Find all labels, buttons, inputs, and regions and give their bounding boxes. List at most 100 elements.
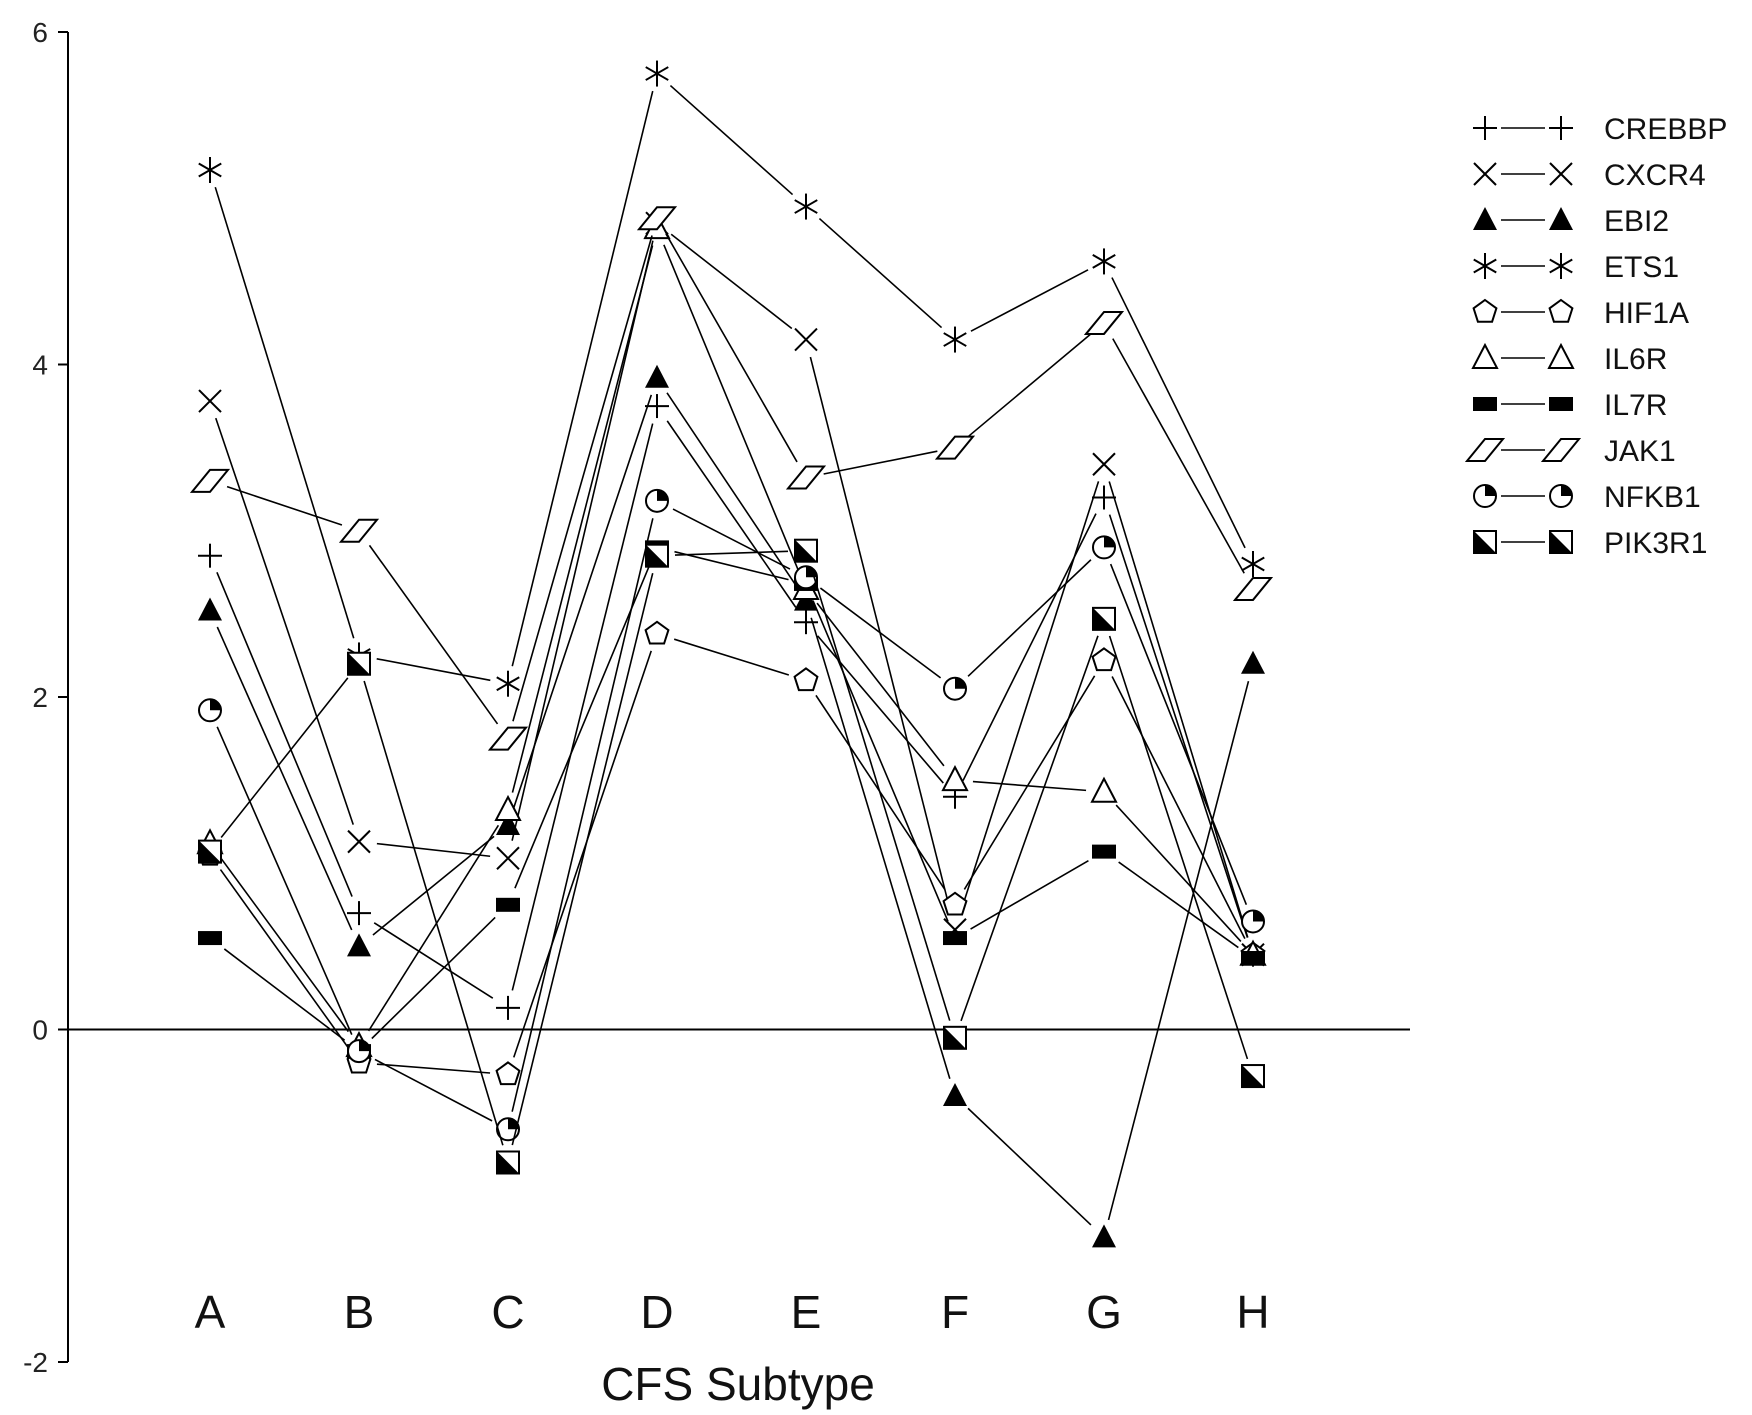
data-point — [1091, 647, 1117, 672]
series-line-segment — [1109, 563, 1248, 906]
data-point — [496, 1150, 520, 1175]
series-line-segment — [373, 922, 494, 999]
series-line-segment — [512, 235, 653, 722]
data-point — [198, 839, 222, 864]
series-line-segment — [812, 600, 949, 922]
x-category-label: F — [941, 1286, 969, 1338]
data-point — [1092, 248, 1116, 275]
data-point — [198, 931, 222, 946]
data-point — [785, 465, 827, 490]
data-point — [189, 468, 231, 493]
data-point — [943, 931, 967, 946]
series-line-segment — [819, 587, 942, 679]
data-point — [494, 794, 522, 822]
series-line-segment — [216, 626, 353, 931]
series-line-segment — [669, 84, 794, 196]
legend-marker — [1473, 484, 1497, 508]
series-line-segment — [215, 417, 354, 825]
series-line-segment — [1111, 676, 1246, 939]
data-point — [198, 597, 222, 621]
series-pik3r1 — [198, 538, 1265, 1175]
legend-marker — [1473, 207, 1497, 230]
data-point — [1092, 485, 1116, 510]
series-line-segment — [1108, 514, 1249, 938]
series-line-segment — [674, 550, 789, 581]
series-line-segment — [1108, 635, 1249, 1060]
legend-item: JAK1 — [1464, 435, 1676, 468]
data-point — [1241, 1064, 1265, 1089]
legend-marker — [1464, 438, 1506, 462]
x-category-label: A — [195, 1286, 226, 1338]
series-line-segment — [970, 269, 1089, 332]
legend-marker — [1549, 207, 1573, 230]
series-line-segment — [367, 824, 500, 1032]
legend-item: EBI2 — [1473, 205, 1669, 238]
x-category-label: G — [1086, 1286, 1122, 1338]
series-line-segment — [666, 392, 797, 587]
legend-label: NFKB1 — [1604, 481, 1701, 514]
series-jak1 — [189, 206, 1274, 751]
legend-marker — [1549, 116, 1573, 140]
legend-label: CXCR4 — [1604, 159, 1706, 192]
series-line-segment — [666, 420, 797, 608]
y-ticks: -2 0 2 4 6 — [23, 17, 68, 1378]
series-line-segment — [1112, 338, 1245, 574]
legend-item: ETS1 — [1473, 251, 1679, 284]
series-line-segment — [663, 244, 800, 573]
legend-item: NFKB1 — [1473, 481, 1701, 514]
legend-marker — [1540, 438, 1582, 462]
data-point — [1090, 776, 1118, 803]
series-line-segment — [511, 572, 654, 1146]
series-line-segment — [376, 1063, 491, 1074]
legend-marker — [1547, 342, 1575, 369]
data-point — [636, 206, 678, 231]
series-line-segment — [816, 602, 945, 767]
series-line-segment — [511, 90, 654, 667]
legend-label: JAK1 — [1604, 435, 1676, 468]
data-point — [1092, 535, 1116, 560]
data-point — [645, 543, 669, 568]
data-point — [943, 1083, 967, 1106]
series-line-segment — [368, 544, 499, 725]
x-category-label: E — [791, 1286, 822, 1338]
legend-label: ETS1 — [1604, 251, 1679, 284]
y-tick-label: -2 — [23, 1347, 48, 1378]
legend-item: CREBBP — [1473, 113, 1727, 146]
data-point — [645, 488, 669, 513]
data-point — [198, 543, 222, 568]
data-point — [198, 156, 222, 183]
legend-item: IL7R — [1473, 389, 1667, 422]
legend-marker — [1472, 298, 1498, 323]
series-line-segment — [1111, 277, 1246, 549]
legend-marker — [1549, 397, 1573, 411]
data-point — [338, 518, 380, 543]
x-category-label: H — [1236, 1286, 1269, 1338]
axes: -2 0 2 4 6 — [23, 17, 1410, 1378]
series-line-segment — [1118, 861, 1239, 949]
series-line-segment — [673, 638, 790, 676]
series-line-segment — [513, 650, 652, 1058]
legend-label: PIK3R1 — [1604, 527, 1707, 560]
series-line-segment — [223, 948, 346, 1041]
data-point — [794, 610, 818, 635]
data-point — [645, 394, 669, 419]
data-point — [1083, 310, 1125, 335]
series-line-segment — [968, 333, 1091, 437]
series-ets1 — [198, 60, 1265, 697]
series-line-segment — [1115, 804, 1242, 942]
series-line-segment — [220, 677, 349, 839]
legend: CREBBP CXCR4 EBI2 ETS1 HIF1A IL6R IL7R JAK1 NFKB… — [1464, 113, 1727, 560]
data-point — [943, 676, 967, 701]
series-line-segment — [818, 217, 943, 329]
y-tick-label: 6 — [32, 17, 48, 48]
x-category-labels: A B C D E F G H — [195, 1286, 1270, 1338]
series-line-segment — [511, 518, 654, 1112]
data-point — [496, 812, 520, 836]
data-point — [1241, 951, 1265, 966]
y-tick-label: 2 — [32, 682, 48, 713]
y-tick-label: 4 — [32, 350, 48, 381]
series-line-segment — [371, 916, 496, 1040]
legend-marker — [1471, 342, 1499, 369]
legend-marker — [1473, 397, 1497, 411]
data-point — [1092, 1224, 1116, 1248]
